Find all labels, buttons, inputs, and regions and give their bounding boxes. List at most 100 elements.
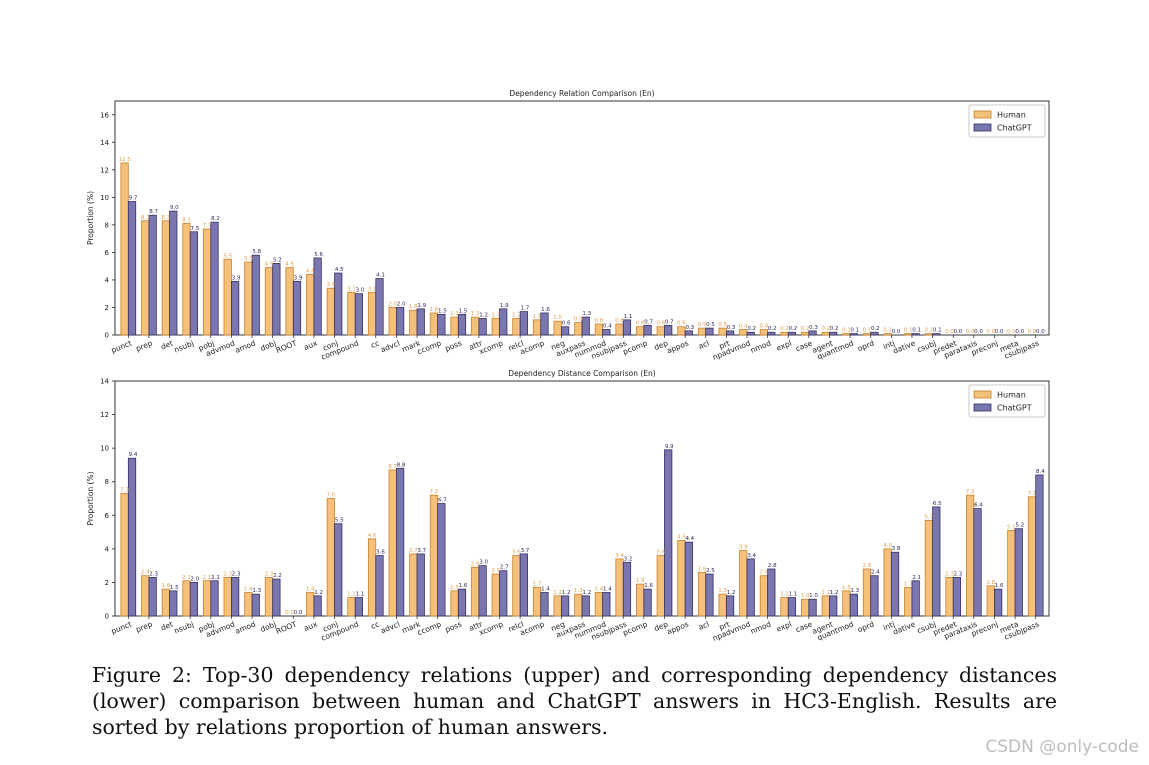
chart1-bar-human-poss <box>450 316 459 336</box>
chart2-xtick-label-oprd: oprd <box>856 619 875 634</box>
chart1-xtick-label-ROOT: ROOT <box>275 338 299 355</box>
chart2-xtick-label-nmod: nmod <box>749 619 772 635</box>
chart2-bar-chatgpt-cc <box>375 555 384 617</box>
chart1-xtick-label-amod: amod <box>234 338 257 354</box>
chart2-bar-human-punct <box>120 493 129 617</box>
chart2-ytick-label: 14 <box>100 378 109 386</box>
chart1-value-label-human: 1.3 <box>471 311 480 317</box>
chart2-bar-chatgpt-npadvmod <box>746 558 755 617</box>
chart1-value-label-human: 4.9 <box>285 262 294 268</box>
chart1-value-label-chatgpt: 0.3 <box>727 325 736 331</box>
chart2-xtick-label-intj: intj <box>882 620 896 633</box>
chart2-value-label-human: 1.3 <box>718 588 727 594</box>
chart1-value-label-chatgpt: 9.0 <box>170 205 179 211</box>
chart1-bar-human-det <box>161 220 170 336</box>
chart1-xtick-label-acl: acl <box>697 339 710 351</box>
chart2-bar-human-csubjpass <box>1027 496 1037 617</box>
chart2-bar-human-agent <box>821 595 830 617</box>
chart2-value-label-chatgpt: 3.7 <box>417 548 426 554</box>
chart2-bar-chatgpt-auxpass <box>581 595 590 617</box>
chart2-value-label-chatgpt: 1.1 <box>789 592 798 598</box>
chart1-bar-human-prep <box>141 220 150 336</box>
chart2-value-label-human: 1.4 <box>244 587 253 593</box>
chart1-ytick-label: 2 <box>105 304 109 312</box>
chart2-ytick-label: 0 <box>105 613 109 621</box>
chart2-value-label-human: 2.9 <box>471 561 480 567</box>
chart2-bar-chatgpt-nsubj <box>189 582 199 617</box>
chart2-value-label-human: 3.4 <box>615 553 624 559</box>
chart2-bar-chatgpt-pcomp <box>643 588 652 617</box>
chart1-bar-human-punct <box>120 162 129 336</box>
chart1-xtick-label-intj: intj <box>882 339 896 352</box>
chart1-value-label-chatgpt: 0.0 <box>892 329 901 335</box>
chart2-value-label-human: 7.1 <box>1028 491 1037 497</box>
chart2-bar-human-auxpass <box>574 593 583 617</box>
chart1-value-label-human: 0.6 <box>677 321 686 327</box>
chart1-value-label-human: 1.3 <box>450 311 459 317</box>
chart1-bar-human-amod <box>244 261 253 336</box>
chart2-value-label-human: 0.0 <box>285 610 294 616</box>
chart1-value-label-chatgpt: 0.1 <box>933 328 942 334</box>
chart1-bar-chatgpt-csubj <box>932 333 941 336</box>
chart1-bar-human-nsubj <box>182 223 191 336</box>
chart2-bar-human-npadvmod <box>739 550 748 617</box>
chart1-value-label-human: 1.6 <box>430 307 439 313</box>
chart2-bar-human-expl <box>780 597 789 617</box>
chart1-bar-chatgpt-xcomp <box>499 308 508 336</box>
chart1-value-label-chatgpt: 0.7 <box>644 319 653 325</box>
chart2-bar-human-cc <box>367 538 377 617</box>
chart1-bar-human-csubj <box>924 333 933 336</box>
chart1-value-label-human: 0.9 <box>574 317 583 323</box>
chart2-bar-chatgpt-nmod <box>767 568 776 617</box>
chart2-value-label-chatgpt: 1.2 <box>314 590 323 596</box>
chart1-value-label-human: 5.3 <box>244 256 253 262</box>
chart1-bar-chatgpt-oprd <box>870 331 879 336</box>
chart2-value-label-chatgpt: 9.9 <box>665 444 674 450</box>
chart1-bar-chatgpt-neg <box>560 326 570 336</box>
chart2-value-label-chatgpt: 2.2 <box>273 573 282 579</box>
chart1-title: Dependency Relation Comparison (En) <box>509 89 654 98</box>
chart1-bar-chatgpt-npadvmod <box>746 331 755 336</box>
chart1-value-label-chatgpt: 0.0 <box>974 329 983 335</box>
chart1-bar-chatgpt-nummod <box>602 329 611 336</box>
chart2-bar-human-prep <box>141 575 150 617</box>
chart2-bar-chatgpt-nummod <box>602 592 611 617</box>
chart1-value-label-human: 0.4 <box>739 323 748 329</box>
chart1-xtick-label-dative: dative <box>892 338 917 355</box>
chart1-bar-chatgpt-quantmod <box>849 333 858 336</box>
chart2-value-label-human: 2.1 <box>182 575 191 581</box>
chart2-ylabel: Proportion (%) <box>86 471 95 525</box>
chart2-legend-swatch-human <box>973 390 992 399</box>
chart2-ytick-label: 2 <box>105 579 109 587</box>
chart2-bar-human-det <box>161 588 170 617</box>
chart1-value-label-chatgpt: 0.3 <box>685 325 694 331</box>
chart2-bar-chatgpt-intj <box>890 551 900 617</box>
chart1-value-label-human: 1.8 <box>409 304 418 310</box>
chart2-bar-human-nsubj <box>182 580 191 617</box>
chart2-bar-human-ccomp <box>429 494 439 617</box>
chart1-bar-chatgpt-punct <box>127 201 137 336</box>
chart2-bar-chatgpt-amod <box>251 593 260 617</box>
chart1-legend-label-human: Human <box>997 111 1026 120</box>
chart1-bar-chatgpt-pobj <box>210 221 219 336</box>
chart2-value-label-chatgpt: 9.4 <box>129 452 138 458</box>
chart1-value-label-chatgpt: 0.5 <box>706 322 715 328</box>
chart1-bar-human-agent <box>821 331 830 336</box>
chart2-value-label-human: 1.1 <box>347 592 356 598</box>
chart1-bar-human-nsubjpass <box>615 323 624 336</box>
chart2-bar-human-neg <box>553 595 562 617</box>
chart1-bar-human-aux <box>306 274 315 336</box>
chart2-bar-human-compound <box>347 597 356 617</box>
chart1-ylabel: Proportion (%) <box>86 191 95 245</box>
chart2-bar-chatgpt-prep <box>148 576 157 617</box>
chart2-xtick-label-amod: amod <box>234 619 257 635</box>
chart1-value-label-human: 0.8 <box>615 318 624 324</box>
chart2-xtick-label-aux: aux <box>302 619 319 633</box>
chart1-bar-human-advmod <box>223 258 232 336</box>
chart2-value-label-human: 1.3 <box>574 588 583 594</box>
chart2-value-label-chatgpt: 2.7 <box>500 565 509 571</box>
chart2-value-label-chatgpt: 3.8 <box>892 546 901 552</box>
chart1-value-label-chatgpt: 8.7 <box>149 209 158 215</box>
chart2-bar-human-predet <box>945 576 954 617</box>
chart2-bar-chatgpt-pobj <box>210 580 219 617</box>
